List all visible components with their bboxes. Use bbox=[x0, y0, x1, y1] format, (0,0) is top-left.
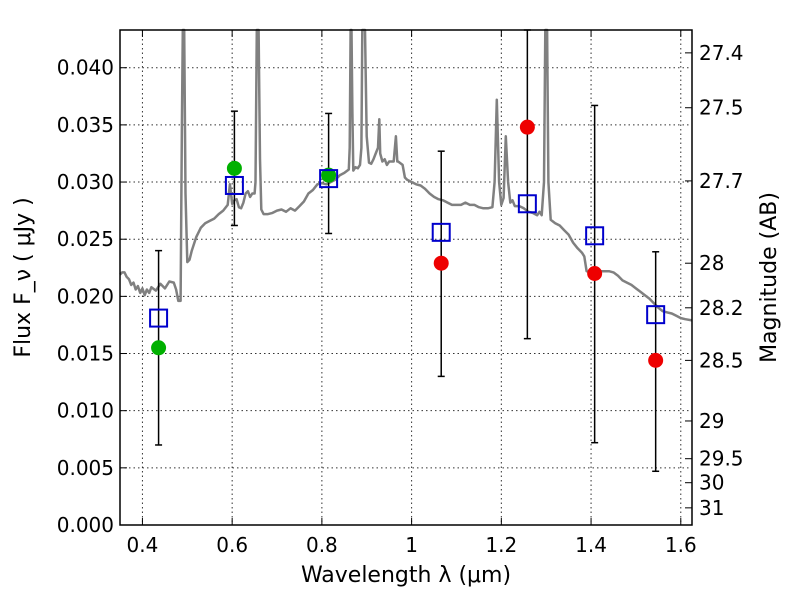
tick-layer: 0.4 0.6 0.8 1 1.2 1.4 1.6 0.000 0.005 0.010 0.015 0… bbox=[57, 30, 744, 557]
model-flux-square bbox=[517, 194, 537, 214]
right-tick-label: 27.4 bbox=[699, 41, 744, 65]
y-tick-label: 0.005 bbox=[57, 456, 114, 480]
x-tick-label: 0.6 bbox=[216, 533, 248, 557]
y-tick-label: 0.020 bbox=[57, 284, 114, 308]
x-tick-label: 1.6 bbox=[665, 533, 697, 557]
right-tick-label: 27.5 bbox=[699, 96, 744, 120]
x-tick-label: 0.8 bbox=[306, 533, 338, 557]
photometry-point bbox=[519, 119, 535, 135]
x-tick-label: 1.4 bbox=[575, 533, 607, 557]
right-tick-label: 28.5 bbox=[699, 348, 744, 372]
y-tick-label: 0.025 bbox=[57, 227, 114, 251]
y-tick-label: 0.015 bbox=[57, 342, 114, 366]
y-axis-label: Flux F_ν ( μJy ) bbox=[11, 197, 36, 357]
right-tick-label: 28 bbox=[699, 251, 724, 275]
x-tick-label: 0.4 bbox=[127, 533, 159, 557]
plot-frame bbox=[119, 29, 693, 526]
error-bar-layer bbox=[155, 29, 660, 473]
right-tick-label: 29 bbox=[699, 409, 724, 433]
photometry-point bbox=[648, 352, 664, 368]
photometry-point bbox=[226, 160, 242, 176]
x-tick-label: 1 bbox=[405, 533, 418, 557]
x-axis-label: Wavelength λ (μm) bbox=[301, 563, 511, 588]
model-flux-square bbox=[585, 226, 605, 246]
model-flux-square bbox=[646, 305, 666, 325]
right-tick-label: 30 bbox=[699, 471, 724, 495]
y-tick-label: 0.000 bbox=[57, 513, 114, 537]
x-tick-label: 1.2 bbox=[485, 533, 517, 557]
model-flux-square bbox=[431, 222, 451, 242]
right-tick-label: 27.7 bbox=[699, 169, 744, 193]
model-spectrum-line bbox=[119, 28, 693, 322]
photometry-point bbox=[433, 255, 449, 271]
grid-layer bbox=[120, 30, 692, 525]
y-tick-label: 0.030 bbox=[57, 170, 114, 194]
y-tick-label: 0.040 bbox=[57, 56, 114, 80]
y-tick-label: 0.010 bbox=[57, 399, 114, 423]
model-flux-square bbox=[319, 169, 339, 189]
marker-layer bbox=[149, 119, 666, 368]
right-tick-label: 31 bbox=[699, 496, 724, 520]
model-flux-square bbox=[149, 308, 169, 328]
right-tick-label: 28.2 bbox=[699, 296, 744, 320]
model-spectrum-layer bbox=[119, 28, 693, 322]
right-y-axis-label: Magnitude (AB) bbox=[757, 192, 782, 363]
photometry-point bbox=[151, 340, 167, 356]
right-tick-label: 29.5 bbox=[699, 447, 744, 471]
y-tick-label: 0.035 bbox=[57, 113, 114, 137]
model-flux-square bbox=[224, 175, 244, 195]
photometry-point bbox=[321, 167, 337, 183]
photometry-point bbox=[587, 265, 603, 281]
